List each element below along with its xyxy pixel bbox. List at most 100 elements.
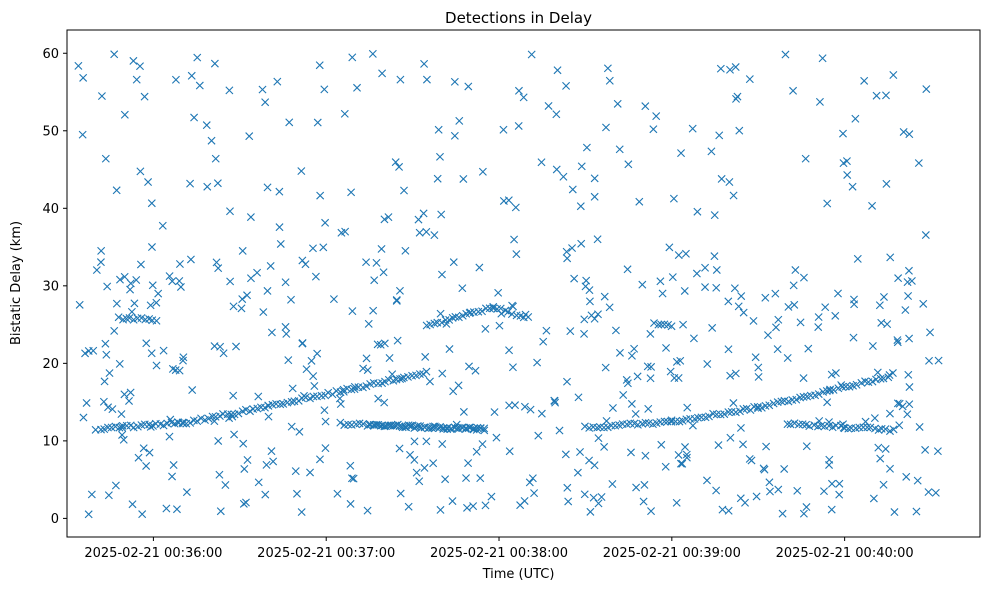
data-point: [263, 183, 272, 192]
data-point: [504, 307, 513, 316]
data-point: [563, 377, 571, 386]
data-point: [117, 410, 126, 419]
data-point: [586, 507, 595, 516]
data-point: [519, 93, 528, 102]
data-point: [104, 491, 113, 500]
data-point: [430, 231, 439, 240]
data-point: [321, 417, 330, 426]
chart-title: Detections in Delay: [445, 9, 592, 27]
data-point: [724, 506, 733, 515]
data-point: [836, 421, 845, 430]
data-point: [667, 322, 676, 331]
data-point: [104, 403, 113, 412]
data-point: [438, 440, 447, 449]
data-point: [641, 451, 650, 460]
data-point: [108, 405, 117, 414]
data-point: [716, 64, 725, 73]
data-point: [607, 421, 616, 430]
data-point: [392, 296, 401, 305]
data-point: [254, 478, 263, 487]
data-point: [514, 121, 523, 130]
data-point: [347, 188, 356, 197]
data-point: [789, 86, 798, 95]
data-point: [668, 273, 677, 282]
data-point: [335, 394, 344, 403]
data-point: [336, 388, 345, 397]
data-point: [851, 114, 860, 123]
data-point: [520, 496, 529, 505]
data-point: [889, 425, 898, 434]
data-point: [593, 235, 602, 244]
data-point: [724, 345, 733, 354]
data-point: [422, 437, 431, 446]
data-point: [112, 186, 121, 195]
data-point: [702, 476, 711, 485]
data-point: [261, 490, 270, 499]
data-point: [818, 54, 827, 63]
data-point: [132, 275, 141, 284]
data-point: [647, 362, 656, 371]
data-point: [202, 121, 211, 130]
data-point: [890, 508, 899, 517]
data-point: [147, 349, 156, 358]
data-point: [737, 292, 746, 301]
data-point: [580, 422, 589, 431]
data-point: [600, 442, 609, 451]
data-point: [101, 154, 110, 163]
data-point: [730, 284, 739, 293]
data-point: [924, 488, 933, 497]
data-point: [849, 295, 858, 304]
data-point: [421, 352, 430, 361]
data-point: [246, 274, 255, 283]
data-point: [96, 425, 105, 434]
data-point: [601, 363, 610, 372]
data-point: [458, 284, 467, 293]
data-point: [669, 194, 678, 203]
data-point: [212, 258, 221, 267]
data-point: [874, 443, 883, 452]
data-point: [308, 244, 317, 253]
data-point: [419, 209, 428, 218]
data-point: [476, 424, 485, 433]
data-point: [258, 85, 267, 94]
data-point: [126, 279, 135, 288]
data-point: [751, 353, 760, 362]
data-point: [675, 417, 684, 426]
data-point: [336, 418, 345, 427]
data-point: [735, 407, 744, 416]
data-point: [658, 289, 667, 298]
data-point: [110, 50, 119, 59]
data-point: [363, 366, 372, 375]
data-point: [211, 154, 220, 163]
data-point: [172, 505, 181, 514]
data-point: [505, 346, 514, 355]
data-point: [346, 461, 355, 470]
data-point: [376, 340, 385, 349]
data-point: [914, 159, 923, 168]
data-point: [802, 503, 811, 512]
data-point: [510, 235, 519, 244]
data-point: [903, 410, 912, 419]
data-point: [886, 253, 895, 262]
data-point: [631, 409, 640, 418]
data-point: [736, 423, 745, 432]
data-point: [197, 414, 206, 423]
data-point: [82, 398, 91, 407]
data-point: [245, 132, 254, 141]
data-point: [905, 383, 914, 392]
data-point: [817, 421, 826, 430]
data-point: [633, 372, 642, 381]
data-point: [287, 397, 296, 406]
data-point: [594, 434, 603, 443]
data-point: [635, 197, 644, 206]
data-point: [176, 282, 185, 291]
data-point: [401, 246, 410, 255]
data-point: [681, 249, 690, 258]
data-point: [577, 162, 586, 171]
data-point: [826, 385, 835, 394]
data-point: [97, 246, 106, 255]
data-point: [885, 409, 894, 418]
data-point: [216, 342, 225, 351]
data-point: [783, 420, 792, 429]
data-point: [693, 207, 702, 216]
